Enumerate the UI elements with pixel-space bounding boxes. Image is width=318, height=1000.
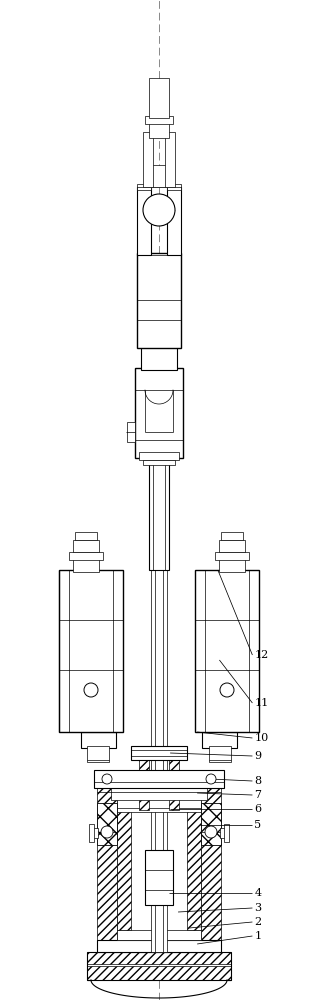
Bar: [97, 940, 221, 952]
Bar: [137, 184, 151, 190]
Bar: [97, 772, 117, 952]
Bar: [137, 187, 151, 255]
Bar: [221, 532, 243, 540]
Bar: [94, 770, 224, 788]
Circle shape: [220, 683, 234, 697]
Bar: [117, 930, 201, 940]
Text: 8: 8: [254, 776, 261, 786]
Bar: [87, 966, 231, 980]
Bar: [91, 828, 98, 838]
Bar: [149, 123, 169, 138]
Bar: [141, 345, 177, 370]
Bar: [209, 746, 231, 762]
Bar: [149, 78, 169, 118]
Circle shape: [206, 774, 216, 784]
Bar: [151, 452, 167, 952]
Bar: [73, 558, 99, 572]
Bar: [187, 810, 201, 930]
Bar: [169, 760, 179, 810]
Bar: [81, 732, 116, 748]
Text: 9: 9: [254, 751, 261, 761]
Bar: [135, 368, 183, 458]
Bar: [69, 552, 103, 560]
Bar: [143, 455, 175, 465]
Bar: [137, 253, 181, 348]
Circle shape: [102, 774, 112, 784]
Bar: [220, 828, 227, 838]
Bar: [201, 803, 221, 845]
Bar: [219, 558, 245, 572]
Text: 3: 3: [254, 903, 261, 913]
Bar: [139, 452, 179, 460]
Bar: [145, 116, 173, 124]
Bar: [87, 952, 231, 964]
Text: 6: 6: [254, 804, 261, 814]
Bar: [75, 532, 97, 540]
Bar: [59, 570, 123, 732]
Bar: [202, 732, 237, 748]
Bar: [151, 165, 167, 187]
Bar: [143, 132, 153, 187]
Bar: [127, 422, 135, 442]
Bar: [139, 760, 149, 810]
Bar: [131, 746, 187, 760]
Bar: [201, 772, 221, 952]
Text: 1: 1: [254, 931, 261, 941]
Bar: [89, 824, 94, 842]
Circle shape: [101, 826, 113, 838]
Bar: [97, 803, 117, 845]
Text: 5: 5: [254, 820, 261, 830]
Bar: [149, 460, 169, 570]
Bar: [117, 810, 131, 930]
Circle shape: [205, 826, 217, 838]
Bar: [87, 746, 109, 762]
Bar: [224, 824, 229, 842]
Bar: [73, 540, 99, 552]
Bar: [117, 798, 201, 812]
Bar: [195, 570, 259, 732]
Text: 7: 7: [254, 790, 261, 800]
Circle shape: [143, 194, 175, 226]
Bar: [111, 788, 207, 800]
Text: 11: 11: [254, 698, 269, 708]
Text: 12: 12: [254, 650, 269, 660]
Bar: [145, 850, 173, 905]
Bar: [167, 187, 181, 255]
Text: 2: 2: [254, 917, 261, 927]
Bar: [165, 132, 175, 187]
Bar: [219, 540, 245, 552]
Text: 10: 10: [254, 733, 269, 743]
Bar: [167, 184, 181, 190]
Circle shape: [84, 683, 98, 697]
Bar: [215, 552, 249, 560]
Text: 4: 4: [254, 888, 261, 898]
